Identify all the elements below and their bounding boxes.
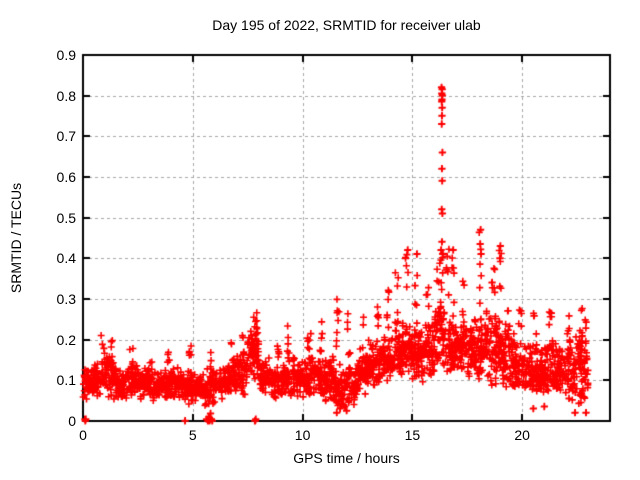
x-tick-label: 0 [79, 427, 87, 443]
y-tick-label: 0 [68, 413, 76, 429]
y-tick-label: 0.1 [56, 372, 76, 389]
chart-title: Day 195 of 2022, SRMTID for receiver ula… [212, 17, 481, 33]
y-tick-label: 0.7 [56, 128, 76, 145]
y-tick-label: 0.6 [56, 169, 76, 185]
y-tick-label: 0.8 [56, 87, 76, 104]
y-tick-label: 0.3 [56, 291, 76, 307]
x-tick-label: 20 [514, 427, 530, 443]
x-tick-label: 15 [404, 427, 421, 443]
y-tick-label: 0.2 [56, 331, 76, 348]
y-tick-label: 0.5 [56, 209, 76, 226]
y-tick-label: 0.4 [56, 250, 76, 267]
x-tick-label: 5 [188, 427, 197, 443]
y-tick-label: 0.9 [56, 47, 76, 63]
y-axis-label: SRMTID / TECUs [8, 182, 24, 294]
x-axis-label: GPS time / hours [293, 450, 400, 466]
x-tick-label: 10 [294, 427, 311, 443]
